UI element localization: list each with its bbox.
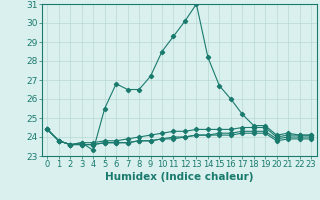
X-axis label: Humidex (Indice chaleur): Humidex (Indice chaleur): [105, 172, 253, 182]
